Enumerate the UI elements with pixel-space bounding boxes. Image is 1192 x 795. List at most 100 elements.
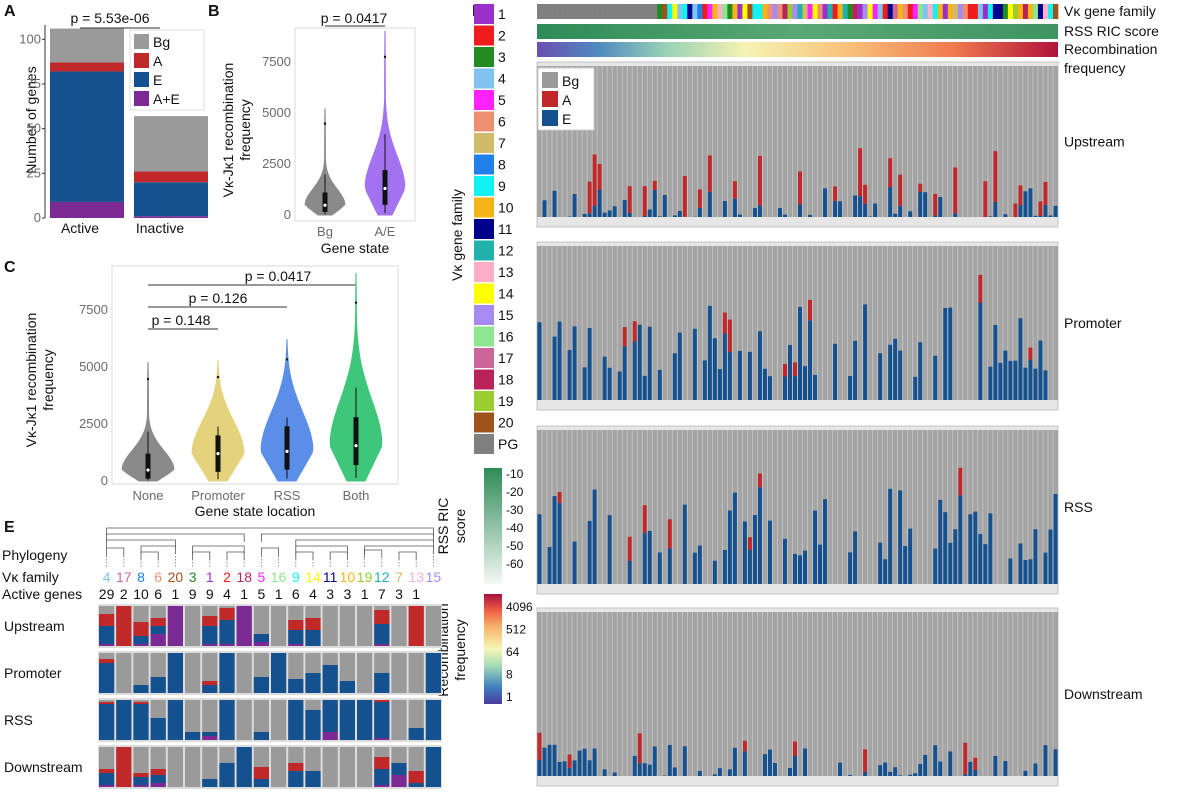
- panel-d-family-swatch: [474, 391, 494, 411]
- panel-e-active-count: 3: [326, 586, 334, 602]
- panel-d-bar-e: [888, 771, 893, 776]
- panel-d-recomb-tick: 64: [506, 645, 520, 659]
- panel-d-bar-e: [1003, 761, 1008, 776]
- panel-d-family-cell: [832, 4, 838, 19]
- panel-d-bar-e: [988, 513, 993, 584]
- panel-b-ytick-label: 5000: [262, 105, 291, 120]
- panel-e-family-2: 2: [223, 569, 231, 585]
- panel-d-bar-e: [1053, 205, 1058, 217]
- panel-d-bar-e: [1018, 318, 1023, 400]
- panel-e-cell-AE: [133, 644, 149, 646]
- panel-d-bar-e: [762, 368, 767, 400]
- panel-d-bar-e: [717, 369, 722, 400]
- panel-d-legend-swatch: [542, 72, 558, 88]
- panel-e-active-count: 6: [292, 586, 300, 602]
- panel-e-cell-A: [133, 622, 149, 636]
- panel-d-bar-e: [712, 774, 717, 776]
- panel-d-track-label-family: Vκ gene family: [1064, 3, 1156, 19]
- panel-d-family-cell: [1032, 4, 1039, 19]
- panel-b-letter: B: [208, 3, 220, 20]
- panel-a-legend: Bg AE A+E: [129, 29, 205, 111]
- panel-d-bar-e: [1053, 749, 1058, 776]
- panel-d-family-label: 2: [498, 28, 506, 44]
- panel-d-family-cell: [617, 4, 623, 19]
- panel-e-cell-bg: [391, 700, 407, 740]
- panel-d-bar-e: [953, 213, 958, 217]
- panel-a-bar-A-active: [50, 62, 124, 72]
- panel-d-bar-a: [627, 186, 632, 213]
- panel-e-cell-bg: [391, 653, 407, 693]
- panel-b-yticks: 0 2500 5000 7500: [262, 54, 291, 222]
- panel-e-row-label: RSS: [4, 712, 33, 728]
- panel-d-bar-e: [642, 532, 647, 584]
- panel-d-bar-e: [582, 213, 587, 217]
- panel-d-family-cell: [652, 4, 658, 19]
- panel-d-bar-e: [542, 747, 547, 776]
- panel-d-family-cell: [732, 4, 738, 19]
- panel-d-bar-e: [767, 376, 772, 400]
- panel-d-bar-e: [712, 560, 717, 584]
- panel-d-bar-e: [592, 489, 597, 584]
- panel-e-cell-bg: [236, 700, 252, 740]
- panel-a-ytick-label: 75: [27, 76, 41, 91]
- panel-a: A Number of genes 0 25 50 75 100 p = 5.53e-0…: [4, 3, 208, 236]
- panel-a-ytick-label: 25: [27, 165, 41, 180]
- panel-d-family-cell: [987, 4, 994, 19]
- panel-d-bar-e: [647, 764, 652, 776]
- panel-e-cell-E: [305, 630, 321, 646]
- panel-d-bar-e: [863, 771, 868, 776]
- panel-d-bar-e: [792, 553, 797, 584]
- panel-d-bar-e: [978, 534, 983, 584]
- panel-e-row-frame: [98, 745, 442, 789]
- panel-d-bar-e: [963, 774, 968, 776]
- panel-e-family-20: 20: [168, 569, 184, 585]
- panel-e-cell-AE: [253, 642, 269, 646]
- panel-d-recomb-tick: 8: [506, 668, 513, 682]
- panel-d-bar-e: [883, 559, 888, 584]
- panel-d-legend-label: Bg: [562, 73, 579, 89]
- panel-d-bar-e: [752, 515, 757, 584]
- panel-c: C Vκ-Jκ1 recombination frequency 0 2500 50…: [4, 259, 399, 519]
- panel-d-bar-e: [622, 346, 627, 400]
- panel-c-categories: None Promoter RSS Both: [132, 488, 369, 503]
- panel-d-bar-e: [803, 550, 808, 584]
- panel-d-family-cell: [1007, 4, 1014, 19]
- panel-a-ylabel: Number of genes: [23, 66, 39, 173]
- panel-d-family-cell: [992, 4, 999, 19]
- panel-d-bar-e: [953, 529, 958, 584]
- panel-d-family-swatch: [474, 262, 494, 282]
- panel-e-family-12: 12: [374, 569, 390, 585]
- panel-a-bar-Bg-active: [50, 28, 124, 63]
- panel-d-family-swatch: [474, 434, 494, 454]
- panel-d-family-label: 1: [498, 6, 506, 22]
- panel-e-cell-E: [288, 679, 304, 693]
- panel-e-cell-E: [322, 700, 338, 732]
- panel-d-bar-e: [652, 746, 657, 776]
- panel-d-bar-e: [813, 510, 818, 584]
- panel-e-cell-A: [133, 702, 149, 704]
- panel-c-violin-0-median: [146, 468, 150, 472]
- panel-d-bar-e: [1033, 368, 1038, 400]
- panel-d-family-swatch: [474, 369, 494, 390]
- panel-c-ytick-label: 7500: [79, 302, 108, 317]
- panel-e-cell-AE: [202, 736, 218, 740]
- panel-d-bar-a: [918, 183, 923, 192]
- panel-a-bar-AE-inactive: [134, 216, 208, 218]
- panel-b-ytick-label: 2500: [262, 156, 291, 171]
- panel-e-cell-E: [305, 673, 321, 693]
- panel-d-bar-e: [1008, 360, 1013, 400]
- panel-d-bar-e: [1048, 215, 1053, 217]
- panel-d-family-cell: [622, 4, 628, 19]
- panel-e-family-3: 3: [189, 569, 197, 585]
- panel-e-cell-A: [99, 702, 115, 704]
- panel-d-family-cell: [877, 4, 883, 19]
- panel-e-family-15: 15: [426, 569, 442, 585]
- panel-d-rss-tick: -50: [506, 539, 524, 553]
- panel-a-legend-label: A: [153, 53, 163, 69]
- panel-e-tree-branch: [140, 551, 159, 560]
- panel-e-cell-E: [374, 624, 390, 644]
- panel-d-bar-e: [1023, 367, 1028, 400]
- panel-e-family-7: 7: [395, 569, 403, 585]
- panel-d-family-cell: [607, 4, 613, 19]
- panel-e-row-downstream: Downstream: [4, 745, 442, 789]
